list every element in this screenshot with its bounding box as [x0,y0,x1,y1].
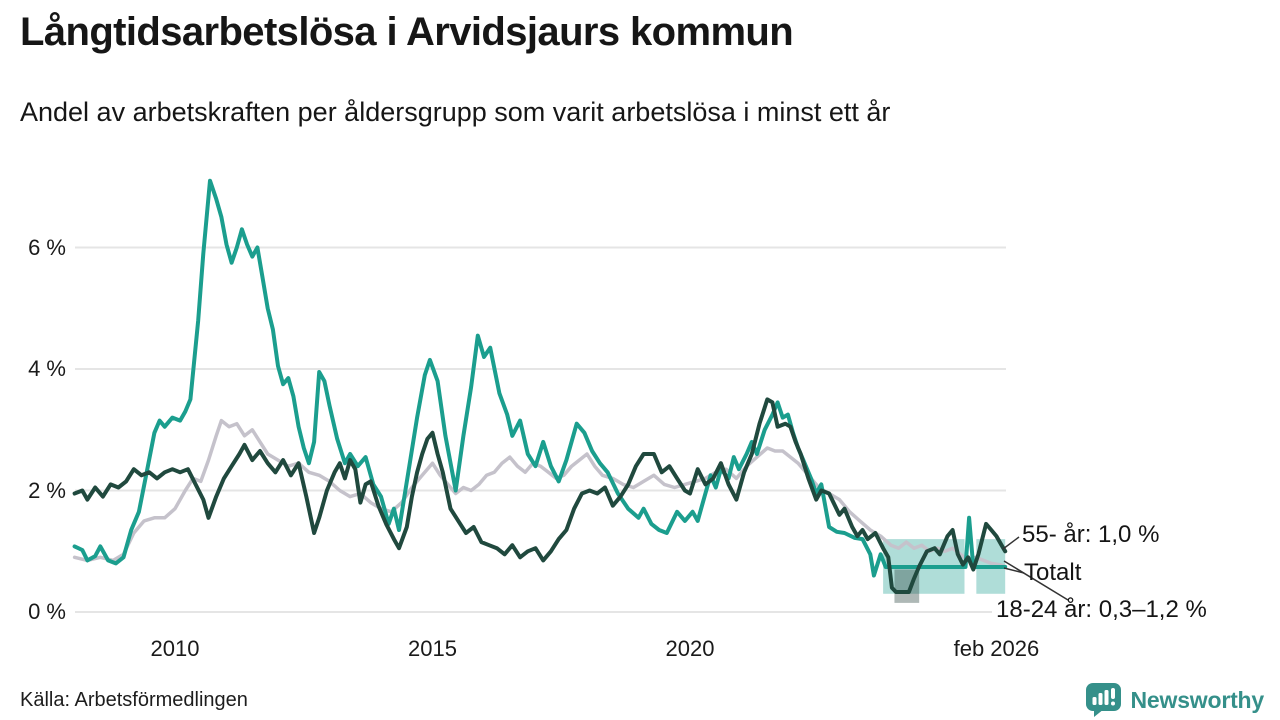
x-axis-tick-label: 2015 [408,636,457,661]
source-caption: Källa: Arbetsförmedlingen [20,689,248,711]
series-line [72,178,1008,578]
x-axis-tick-label: 2010 [150,636,200,661]
y-axis-tick-label: 6 % [28,234,66,260]
newsworthy-logo[interactable]: Newsworthy [1085,682,1264,718]
y-axis-tick-label: 0 % [28,599,66,624]
y-axis-tick-label: 4 % [28,356,66,381]
annotation-leader [1003,567,1025,574]
chart-subtitle: Andel av arbetskraften per åldersgrupp s… [20,97,891,127]
series-line [72,397,1008,594]
page-title: Långtidsarbetslösa i Arvidsjaurs kommun [20,10,794,54]
x-axis-tick-label: feb 2026 [953,636,1040,661]
y-axis-tick-label: 2 % [28,477,66,503]
series-end-label: Totalt [1024,559,1082,586]
newsworthy-wordmark: Newsworthy [1130,686,1265,713]
newsworthy-icon [1085,683,1121,717]
annotation-leader [1003,560,1069,601]
annotation-leader [1002,536,1020,550]
series-line [72,418,1007,569]
series-end-label: 18-24 år: 0,3–1,2 % [996,596,1207,623]
series-end-label: 55- år: 1,0 % [1022,521,1160,548]
x-axis-tick-label: 2020 [665,636,715,661]
